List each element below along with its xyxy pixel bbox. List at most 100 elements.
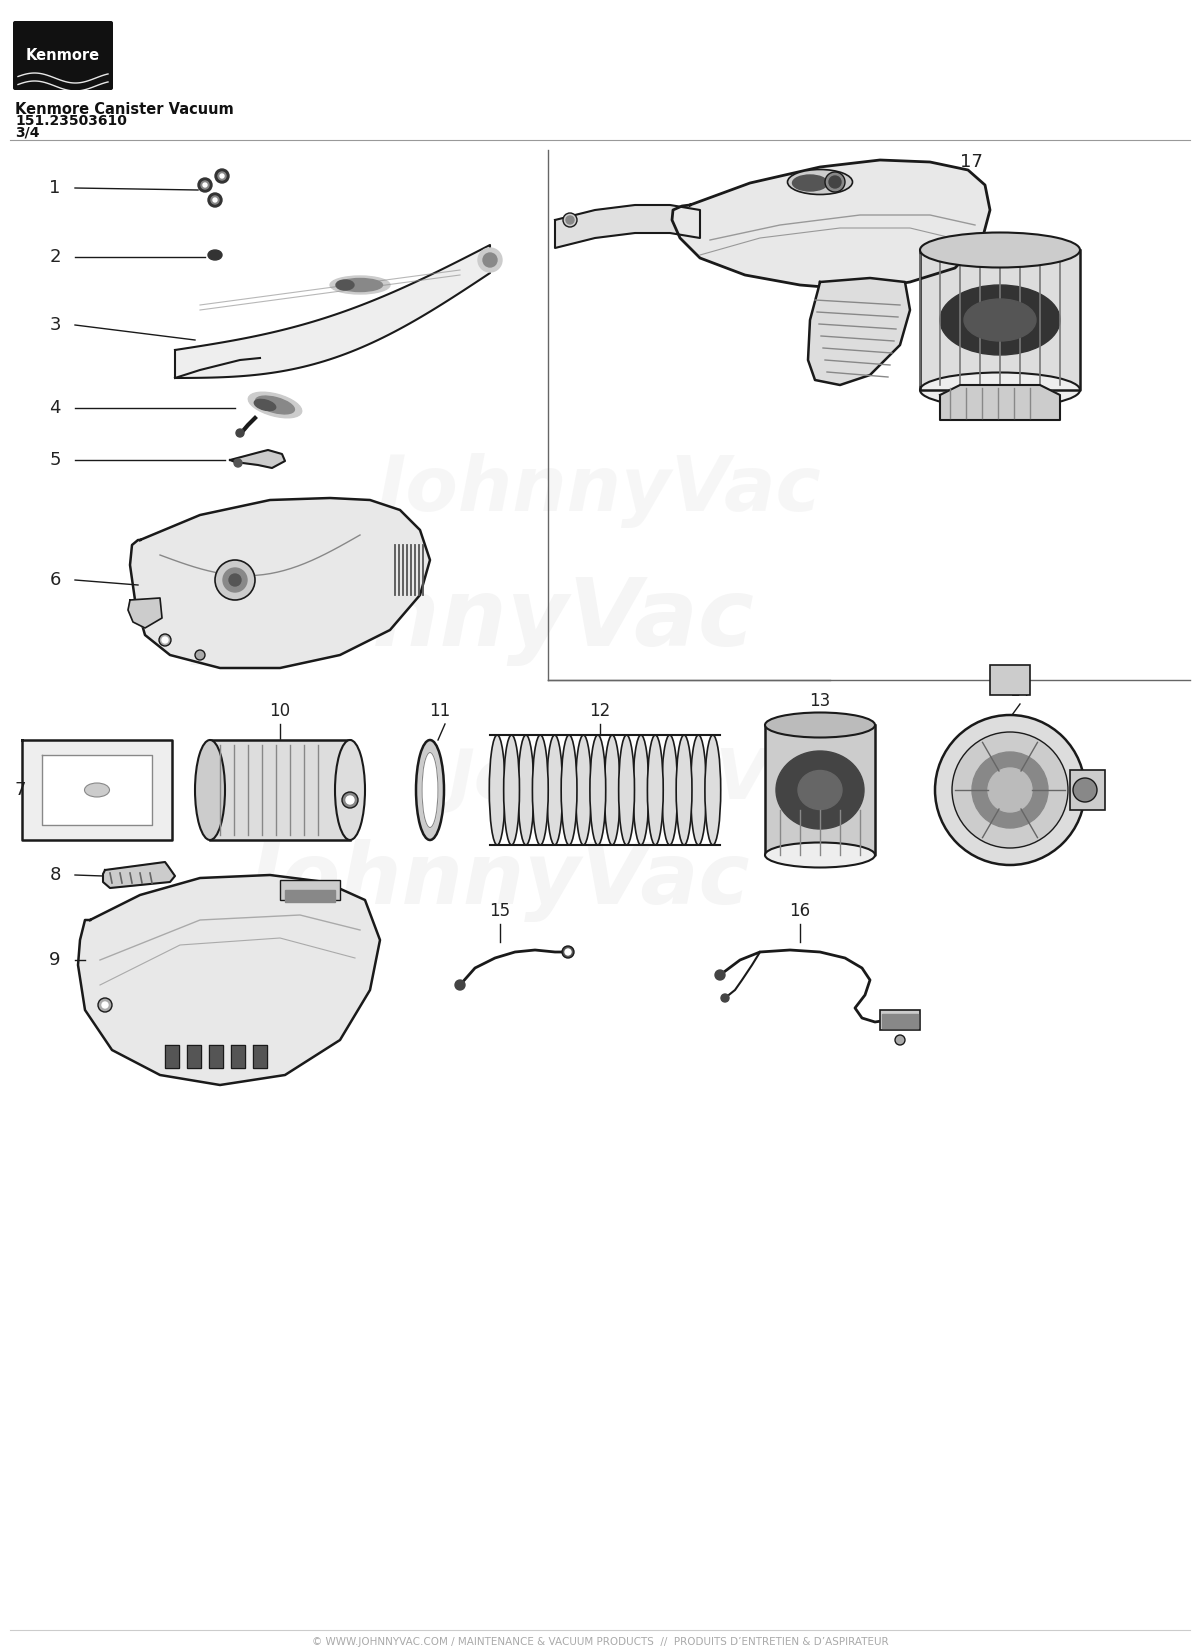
Circle shape	[895, 1035, 905, 1044]
Circle shape	[194, 650, 205, 660]
Text: 7: 7	[14, 780, 26, 799]
Ellipse shape	[648, 734, 664, 845]
Ellipse shape	[210, 251, 220, 259]
Circle shape	[342, 792, 358, 808]
Ellipse shape	[422, 752, 438, 828]
Ellipse shape	[337, 279, 383, 292]
Circle shape	[236, 429, 244, 437]
Circle shape	[211, 196, 220, 205]
Polygon shape	[103, 861, 175, 888]
Text: 9: 9	[49, 950, 61, 969]
Ellipse shape	[248, 393, 301, 417]
Polygon shape	[128, 597, 162, 629]
Ellipse shape	[576, 734, 592, 845]
Ellipse shape	[920, 373, 1080, 408]
Ellipse shape	[619, 734, 635, 845]
Ellipse shape	[490, 734, 505, 845]
Polygon shape	[253, 1044, 266, 1068]
Ellipse shape	[920, 233, 1080, 267]
Ellipse shape	[504, 734, 520, 845]
Ellipse shape	[533, 734, 548, 845]
Ellipse shape	[416, 739, 444, 840]
Text: 151.23503610: 151.23503610	[14, 114, 127, 129]
Text: 10: 10	[270, 701, 290, 719]
Ellipse shape	[776, 751, 864, 828]
Circle shape	[826, 172, 845, 191]
Circle shape	[215, 559, 256, 601]
Circle shape	[565, 949, 571, 955]
Polygon shape	[554, 205, 700, 248]
Bar	[880, 1010, 920, 1030]
Polygon shape	[940, 384, 1060, 421]
Circle shape	[455, 980, 466, 990]
Circle shape	[102, 1002, 108, 1008]
Text: 2: 2	[49, 248, 61, 266]
Polygon shape	[672, 160, 990, 290]
Ellipse shape	[798, 771, 842, 810]
Polygon shape	[808, 277, 910, 384]
Text: Kenmore: Kenmore	[26, 48, 100, 63]
Polygon shape	[175, 244, 490, 378]
Text: 1: 1	[49, 178, 61, 196]
Circle shape	[935, 714, 1085, 865]
Circle shape	[346, 795, 354, 804]
Text: 17: 17	[960, 153, 983, 172]
Circle shape	[715, 970, 725, 980]
Text: 6: 6	[49, 571, 61, 589]
Polygon shape	[42, 756, 152, 825]
Ellipse shape	[792, 175, 828, 191]
Text: Kenmore Canister Vacuum: Kenmore Canister Vacuum	[14, 102, 234, 117]
Bar	[990, 665, 1030, 695]
Circle shape	[829, 177, 841, 188]
Ellipse shape	[766, 843, 875, 868]
Ellipse shape	[330, 276, 390, 294]
Ellipse shape	[212, 252, 218, 257]
Text: 13: 13	[809, 691, 830, 710]
Polygon shape	[209, 1044, 223, 1068]
Text: 8: 8	[49, 866, 61, 884]
Circle shape	[202, 182, 209, 190]
Circle shape	[562, 945, 574, 959]
Text: 3: 3	[49, 317, 61, 333]
Circle shape	[158, 634, 172, 647]
Ellipse shape	[964, 299, 1036, 342]
Text: 14: 14	[1009, 681, 1031, 700]
Ellipse shape	[605, 734, 620, 845]
Ellipse shape	[518, 734, 534, 845]
Ellipse shape	[254, 399, 276, 411]
Polygon shape	[22, 739, 172, 840]
Text: 3/4: 3/4	[14, 125, 40, 140]
Text: 12: 12	[589, 701, 611, 719]
Circle shape	[482, 252, 497, 267]
Circle shape	[229, 574, 241, 586]
Polygon shape	[230, 450, 286, 469]
Bar	[766, 724, 875, 855]
Text: JohnnyVac: JohnnyVac	[250, 838, 750, 921]
Circle shape	[988, 767, 1032, 812]
Circle shape	[98, 998, 112, 1011]
Circle shape	[566, 216, 574, 224]
Ellipse shape	[335, 739, 365, 840]
Ellipse shape	[336, 280, 354, 290]
Bar	[882, 1015, 918, 1028]
Ellipse shape	[690, 734, 707, 845]
Ellipse shape	[562, 734, 577, 845]
Bar	[210, 739, 350, 840]
Bar	[1070, 771, 1105, 810]
Ellipse shape	[787, 170, 852, 195]
Circle shape	[223, 568, 247, 592]
Circle shape	[215, 168, 229, 183]
Circle shape	[203, 183, 208, 186]
Circle shape	[234, 459, 242, 467]
Circle shape	[218, 172, 226, 180]
Ellipse shape	[676, 734, 692, 845]
Text: JohnnyVac: JohnnyVac	[448, 746, 852, 813]
Ellipse shape	[590, 734, 606, 845]
Circle shape	[220, 173, 224, 178]
Circle shape	[1073, 779, 1097, 802]
Ellipse shape	[194, 739, 226, 840]
Ellipse shape	[704, 734, 721, 845]
Polygon shape	[130, 498, 430, 668]
Circle shape	[478, 248, 502, 272]
Text: 16: 16	[790, 903, 810, 921]
